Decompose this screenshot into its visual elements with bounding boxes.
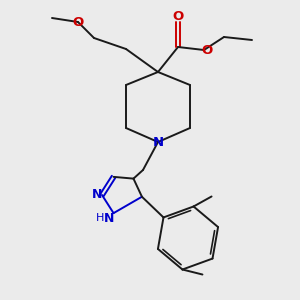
Text: N: N (92, 188, 102, 202)
Text: O: O (172, 10, 184, 22)
Text: H: H (96, 213, 105, 223)
Text: O: O (201, 44, 213, 56)
Text: N: N (152, 136, 164, 148)
Text: N: N (104, 212, 115, 225)
Text: O: O (72, 16, 84, 28)
